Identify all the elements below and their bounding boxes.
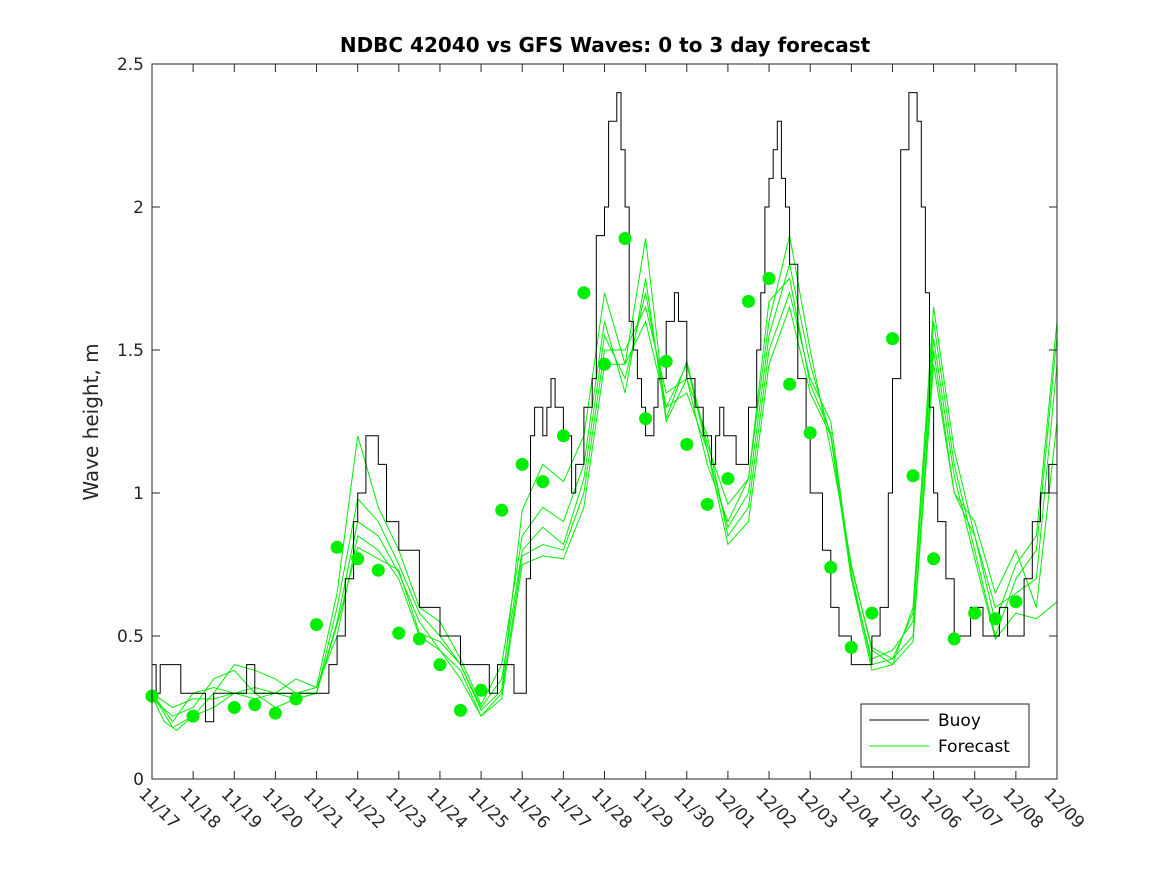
forecast-marker bbox=[618, 232, 632, 245]
forecast-marker bbox=[947, 632, 961, 646]
y-tick-label: 2.5 bbox=[117, 55, 144, 75]
forecast-marker bbox=[721, 472, 735, 486]
forecast-marker bbox=[310, 618, 323, 632]
forecast-marker bbox=[886, 332, 899, 346]
y-axis-label: Wave height, m bbox=[79, 343, 103, 500]
legend-label-forecast: Forecast bbox=[938, 737, 1010, 757]
forecast-marker bbox=[577, 286, 591, 300]
forecast-marker bbox=[700, 497, 714, 511]
forecast-marker bbox=[865, 606, 879, 620]
y-tick-label: 1.5 bbox=[117, 341, 144, 361]
forecast-marker bbox=[392, 626, 406, 640]
legend-label-buoy: Buoy bbox=[938, 711, 981, 731]
forecast-marker bbox=[474, 683, 488, 697]
forecast-marker bbox=[824, 560, 838, 574]
forecast-marker bbox=[536, 475, 550, 489]
forecast-marker bbox=[680, 437, 694, 451]
forecast-marker bbox=[186, 709, 200, 723]
forecast-marker bbox=[1009, 595, 1023, 609]
forecast-marker bbox=[289, 692, 303, 706]
forecast-marker bbox=[803, 426, 817, 440]
forecast-marker bbox=[844, 640, 858, 654]
forecast-marker bbox=[968, 606, 982, 620]
y-tick-label: 0 bbox=[133, 770, 144, 790]
y-tick-label: 0.5 bbox=[117, 627, 144, 647]
forecast-marker bbox=[433, 658, 447, 672]
forecast-marker bbox=[639, 412, 653, 426]
legend-box bbox=[860, 703, 1030, 768]
buoy-line bbox=[152, 92, 1058, 723]
forecast-marker bbox=[412, 632, 426, 646]
forecast-marker bbox=[906, 469, 920, 483]
y-tick-label: 2 bbox=[133, 198, 144, 218]
forecast-marker bbox=[495, 503, 509, 517]
forecast-marker bbox=[515, 457, 529, 471]
forecast-marker bbox=[762, 272, 776, 285]
forecast-marker bbox=[371, 563, 385, 577]
forecast-marker bbox=[598, 357, 611, 371]
y-tick-label: 1 bbox=[133, 484, 144, 504]
forecast-marker bbox=[330, 540, 344, 554]
forecast-marker bbox=[988, 612, 1002, 626]
legend: Buoy Forecast bbox=[860, 703, 1030, 768]
forecast-marker bbox=[351, 552, 365, 566]
forecast-line-2 bbox=[151, 235, 1058, 729]
forecast-marker bbox=[783, 377, 797, 391]
forecast-marker bbox=[927, 552, 941, 566]
forecast-marker bbox=[742, 294, 755, 308]
chart-title: NDBC 42040 vs GFS Waves: 0 to 3 day fore… bbox=[340, 33, 871, 57]
forecast-marker bbox=[248, 698, 262, 712]
forecast-line-3 bbox=[151, 264, 1058, 717]
forecast-marker bbox=[556, 429, 570, 443]
forecast-marker bbox=[659, 354, 673, 368]
forecast-marker bbox=[227, 701, 241, 714]
forecast-marker bbox=[268, 706, 282, 720]
forecast-marker bbox=[454, 703, 467, 717]
